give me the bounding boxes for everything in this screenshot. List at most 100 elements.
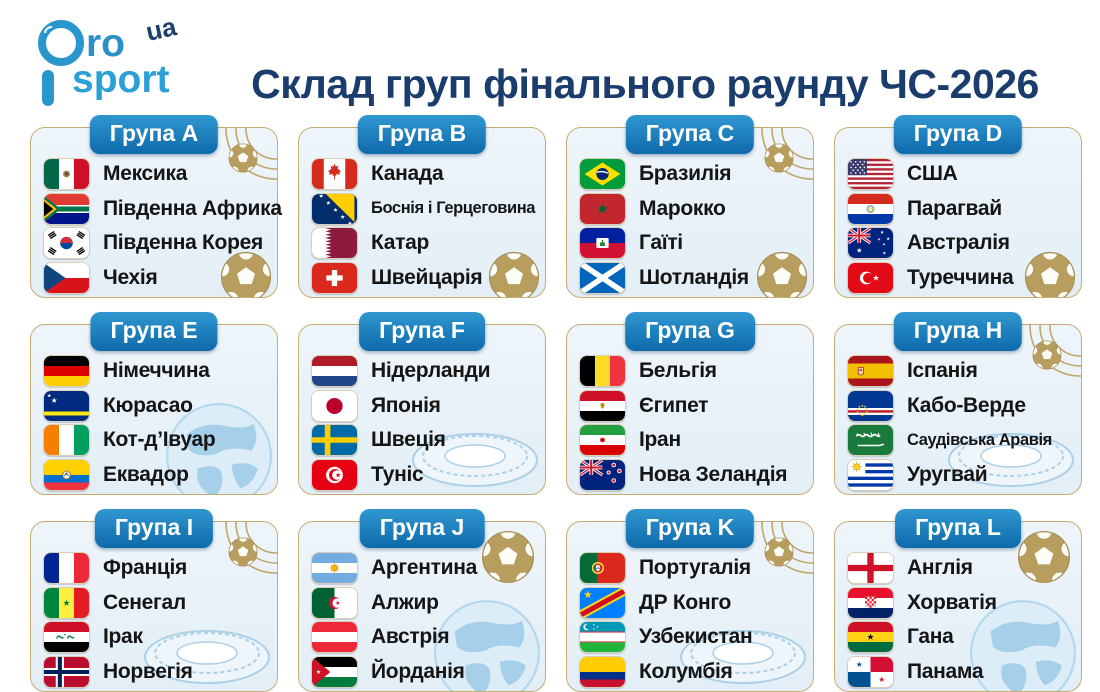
flag-south-africa — [43, 192, 90, 225]
team-row: Туніс — [311, 458, 539, 493]
flag-netherlands — [311, 355, 358, 388]
team-row: Сенегал — [43, 586, 271, 621]
flag-algeria — [311, 586, 358, 619]
team-name: Гаїті — [639, 231, 683, 255]
team-name: Алжир — [371, 590, 439, 614]
group-card-d: Група D США Парагвай Австралія Туреччина — [834, 115, 1082, 298]
team-name: Гана — [907, 625, 954, 649]
team-row: Бразилія — [579, 157, 807, 192]
flag-ghana — [847, 621, 894, 654]
team-row: Австралія — [847, 226, 1075, 261]
flag-paraguay — [847, 192, 894, 225]
team-row: Франція — [43, 551, 271, 586]
team-name: Франція — [103, 556, 188, 580]
flag-usa — [847, 158, 894, 191]
logo-text-ua: ua — [143, 11, 180, 47]
team-name: Панама — [907, 659, 984, 683]
team-name: Марокко — [639, 196, 726, 220]
team-row: Панама — [847, 655, 1075, 690]
flag-germany — [43, 355, 90, 388]
flag-cote-divoire — [43, 424, 90, 457]
group-card-e: Група E Німеччина Кюрасао Кот-д’Івуар Ек… — [30, 312, 278, 495]
flag-japan — [311, 389, 358, 422]
team-name: Сенегал — [103, 590, 186, 614]
team-name: Хорватія — [907, 590, 997, 614]
flag-curacao — [43, 389, 90, 422]
team-row: Кот-д’Івуар — [43, 423, 271, 458]
group-card-b: Група B Канада Боснія і Герцеговина Ката… — [298, 115, 546, 298]
team-row: Марокко — [579, 192, 807, 227]
team-name: Парагвай — [907, 196, 1002, 220]
team-row: Бельгія — [579, 354, 807, 389]
team-row: Швейцарія — [311, 261, 539, 296]
team-name: Катар — [371, 231, 430, 255]
team-name: Бразилія — [639, 162, 732, 186]
team-row: Шотландія — [579, 261, 807, 296]
flag-mexico — [43, 158, 90, 191]
team-name: Кот-д’Івуар — [103, 428, 216, 452]
team-name: Японія — [371, 393, 441, 417]
team-row: Південна Африка — [43, 192, 282, 227]
team-row: Німеччина — [43, 354, 271, 389]
team-row: ДР Конго — [579, 586, 807, 621]
magnifier-icon — [38, 20, 84, 66]
group-badge: Група B — [357, 115, 487, 154]
team-row: Узбекистан — [579, 620, 807, 655]
flag-sweden — [311, 424, 358, 457]
logo-text-ro: ro — [86, 22, 125, 65]
flag-turkey — [847, 261, 894, 294]
team-name: Кабо-Верде — [907, 393, 1026, 417]
group-badge: Група J — [359, 509, 485, 548]
flag-qatar — [311, 227, 358, 260]
team-row: Катар — [311, 226, 539, 261]
team-row: Єгипет — [579, 389, 807, 424]
group-badge: Група L — [895, 509, 1021, 548]
team-name: Південна Корея — [103, 231, 263, 255]
team-row: Іспанія — [847, 354, 1075, 389]
team-row: Австрія — [311, 620, 539, 655]
flag-portugal — [579, 552, 626, 585]
team-name: Узбекистан — [639, 625, 753, 649]
team-name: Австрія — [371, 625, 450, 649]
team-name: Португалія — [639, 556, 751, 580]
flag-australia — [847, 227, 894, 260]
team-name: Колумбія — [639, 659, 733, 683]
team-row: Уругвай — [847, 458, 1075, 493]
flag-uruguay — [847, 458, 894, 491]
flag-colombia — [579, 655, 626, 688]
group-card-c: Група C Бразилія Марокко Гаїті Шотландія — [566, 115, 814, 298]
team-row: Кабо-Верде — [847, 389, 1075, 424]
team-row: Парагвай — [847, 192, 1075, 227]
team-name: США — [907, 162, 958, 186]
flag-spain — [847, 355, 894, 388]
flag-switzerland — [311, 261, 358, 294]
flag-belgium — [579, 355, 626, 388]
flag-scotland — [579, 261, 626, 294]
team-name: Шотландія — [639, 265, 749, 289]
flag-cape-verde — [847, 389, 894, 422]
team-row: Японія — [311, 389, 539, 424]
team-row: Алжир — [311, 586, 539, 621]
flag-egypt — [579, 389, 626, 422]
team-row: Чехія — [43, 261, 271, 296]
group-card-a: Група A Мексика Південна Африка Південна… — [30, 115, 282, 298]
team-row: Португалія — [579, 551, 807, 586]
team-row: Нова Зеландія — [579, 458, 807, 493]
team-name: Нова Зеландія — [639, 462, 788, 486]
flag-norway — [43, 655, 90, 688]
flag-panama — [847, 655, 894, 688]
team-row: Нідерланди — [311, 354, 539, 389]
group-badge: Група E — [90, 312, 218, 351]
team-name: Австралія — [907, 231, 1010, 255]
team-row: Саудівська Аравія — [847, 423, 1075, 458]
team-row: Канада — [311, 157, 539, 192]
group-badge: Група K — [625, 509, 755, 548]
prosport-ua-logo: ro ua sport — [28, 10, 203, 106]
flag-england — [847, 552, 894, 585]
group-badge: Група D — [893, 115, 1023, 154]
flag-new-zealand — [579, 458, 626, 491]
team-row: Південна Корея — [43, 226, 271, 261]
team-row: Норвегія — [43, 655, 271, 690]
team-row: Хорватія — [847, 586, 1075, 621]
team-name: Англія — [907, 556, 973, 580]
